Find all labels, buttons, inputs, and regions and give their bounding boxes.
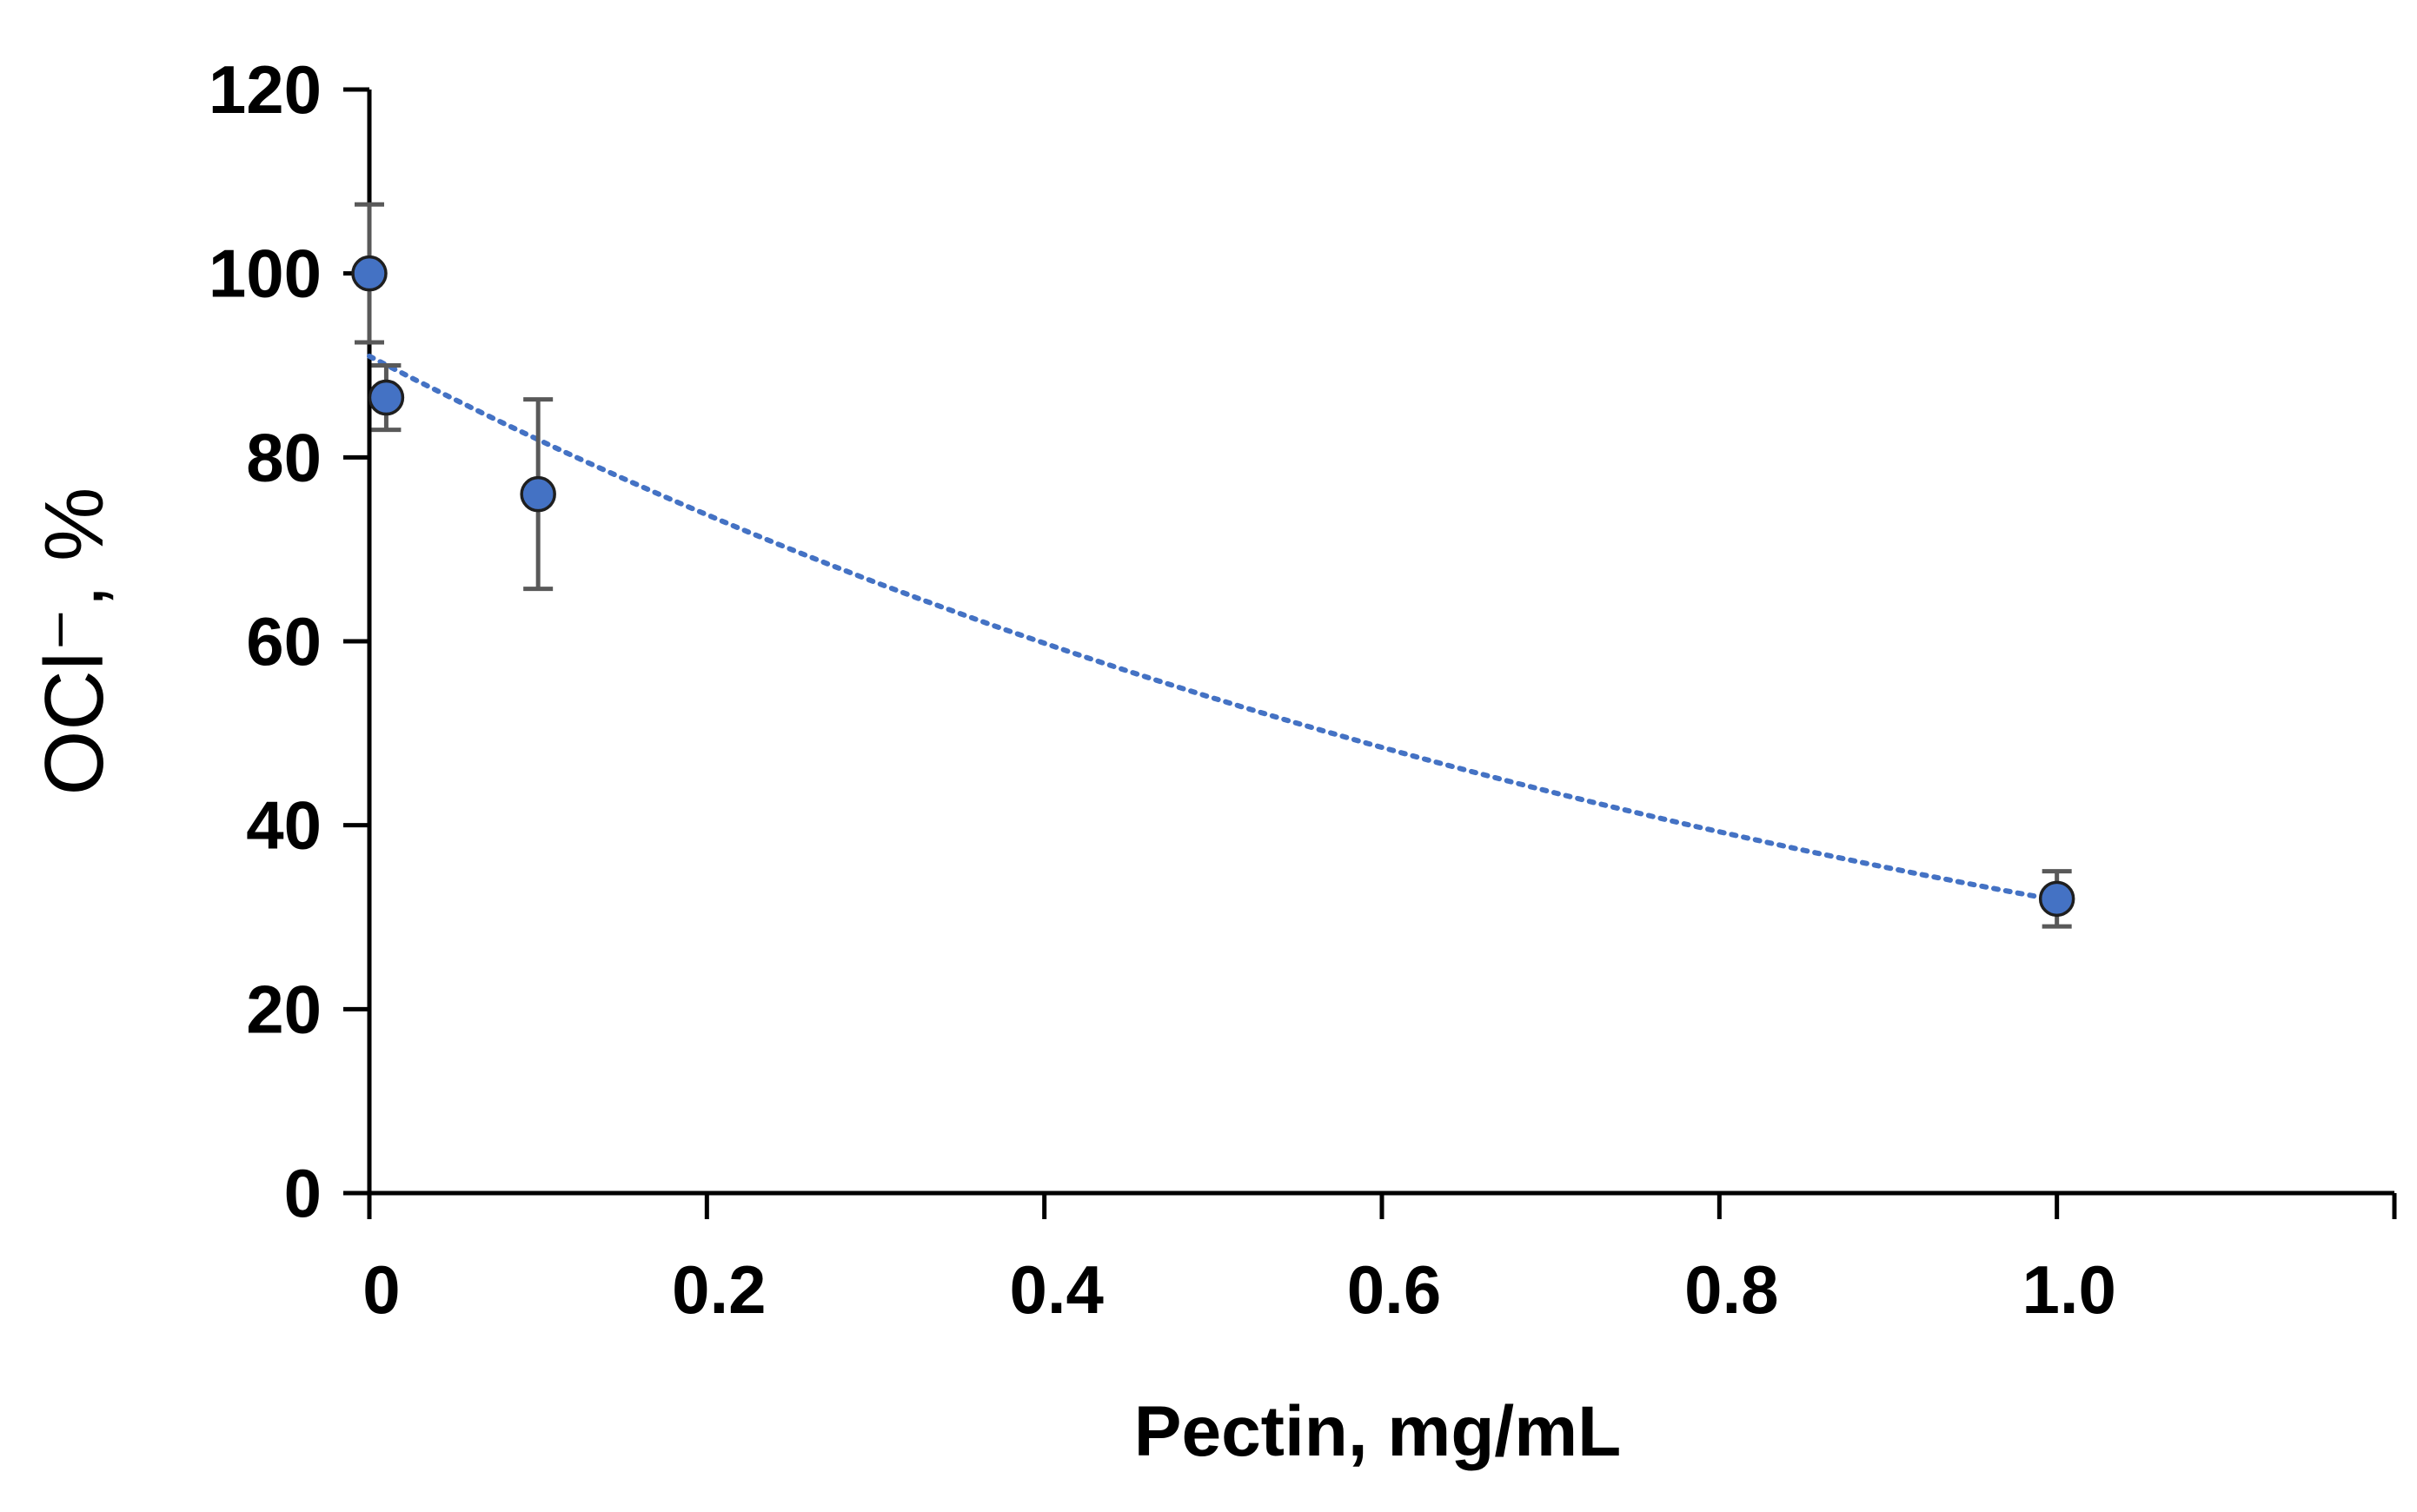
y-tick-label: 20 — [246, 971, 322, 1047]
axis-labels: Pectin, mg/mL OCl⁻, % — [28, 487, 1621, 1471]
x-tick-label: 0.4 — [1009, 1251, 1103, 1328]
trendline-layer — [367, 353, 2060, 903]
x-tick-label: 0 — [362, 1251, 400, 1328]
x-axis-title: Pectin, mg/mL — [1134, 1392, 1621, 1471]
x-tick-label: 0.6 — [1347, 1251, 1441, 1328]
y-axis-title: OCl⁻, % — [28, 487, 121, 796]
y-tick-label: 60 — [246, 603, 322, 680]
x-tick-label: 0.8 — [1684, 1251, 1778, 1328]
x-tick-label: 1.0 — [2022, 1251, 2115, 1328]
data-point — [520, 475, 556, 513]
data-point — [368, 379, 405, 416]
y-tick-label: 80 — [246, 419, 322, 495]
data-points — [351, 255, 2075, 918]
data-point — [351, 255, 388, 292]
y-tick-label: 100 — [209, 235, 322, 312]
trendline — [367, 353, 2060, 903]
y-tick-label: 40 — [246, 787, 322, 864]
data-point — [2038, 880, 2075, 918]
axes: 0 20 40 60 80 100 120 0 0.2 0.4 0.6 0.8 1.0 — [209, 51, 2397, 1328]
error-bars — [355, 202, 2072, 929]
y-tick-label: 0 — [284, 1155, 322, 1231]
y-tick-label: 120 — [209, 51, 322, 128]
x-tick-label: 0.2 — [672, 1251, 766, 1328]
